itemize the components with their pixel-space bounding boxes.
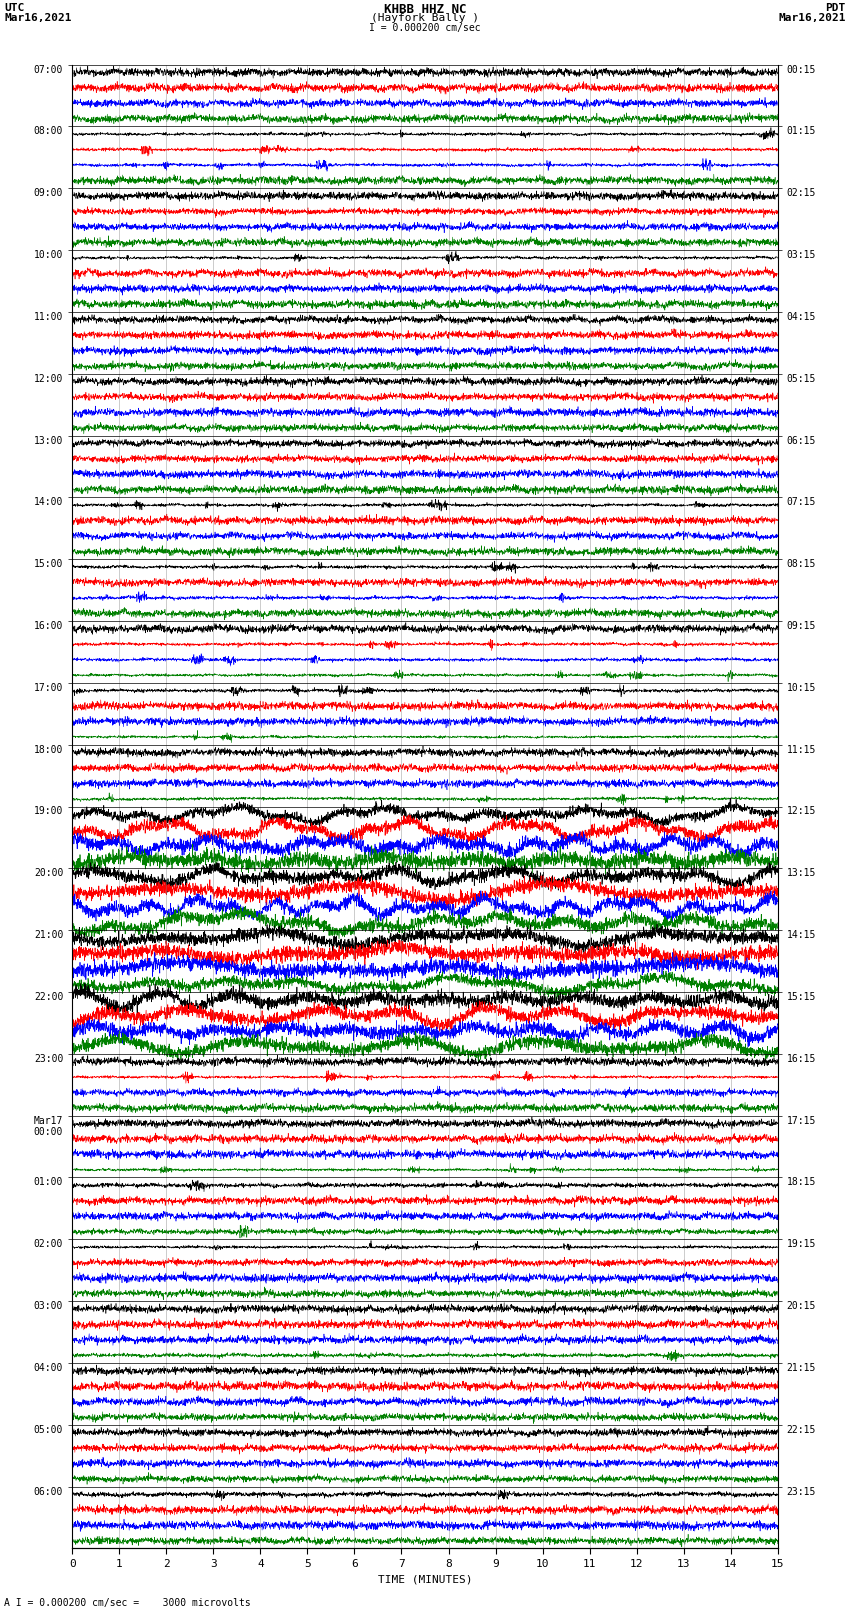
Text: Mar16,2021: Mar16,2021: [4, 13, 71, 23]
Text: Mar16,2021: Mar16,2021: [779, 13, 846, 23]
Text: A I = 0.000200 cm/sec =    3000 microvolts: A I = 0.000200 cm/sec = 3000 microvolts: [4, 1598, 251, 1608]
Text: (Hayfork Bally ): (Hayfork Bally ): [371, 13, 479, 23]
X-axis label: TIME (MINUTES): TIME (MINUTES): [377, 1574, 473, 1584]
Text: I = 0.000200 cm/sec: I = 0.000200 cm/sec: [369, 23, 481, 32]
Text: PDT: PDT: [825, 3, 846, 13]
Text: UTC: UTC: [4, 3, 25, 13]
Text: KHBB HHZ NC: KHBB HHZ NC: [383, 3, 467, 16]
